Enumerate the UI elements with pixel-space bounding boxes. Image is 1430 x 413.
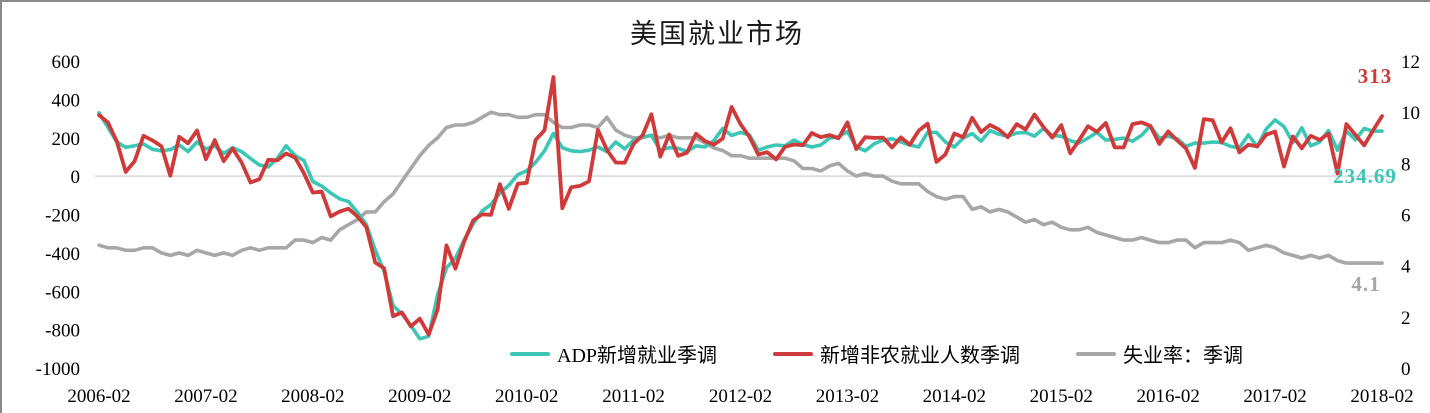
left-axis-tick-label: 200 xyxy=(52,129,81,150)
x-axis-tick-label: 2010-02 xyxy=(495,386,558,407)
x-axis-tick-label: 2006-02 xyxy=(67,386,130,407)
right-axis-tick-label: 4 xyxy=(1401,257,1411,278)
unemployment-line-swatch-icon xyxy=(1076,351,1117,356)
legend-label-nonfarm: 新增非农就业人数季调 xyxy=(820,345,1021,367)
x-axis-tick-label: 2009-02 xyxy=(388,386,451,407)
legend-label-unemployment: 失业率：季调 xyxy=(1123,345,1244,367)
x-axis-tick-label: 2016-02 xyxy=(1137,386,1200,407)
adp-line-swatch-icon xyxy=(510,351,550,356)
x-axis-tick-label: 2012-02 xyxy=(709,386,772,407)
right-axis-tick-label: 2 xyxy=(1401,308,1411,329)
left-axis-tick-label: -400 xyxy=(45,244,80,265)
left-axis-tick-label: 400 xyxy=(52,90,81,111)
left-axis-tick-label: -1000 xyxy=(36,359,80,380)
right-axis-tick-label: 0 xyxy=(1401,359,1411,380)
right-axis-tick-label: 8 xyxy=(1401,154,1411,175)
legend-item-unemployment: 失业率：季调 xyxy=(1076,339,1243,368)
legend-item-adp: ADP新增就业季调 xyxy=(510,339,717,368)
left-axis-tick-label: -800 xyxy=(45,321,80,342)
left-axis-tick-label: -200 xyxy=(45,206,80,227)
nonfarm-line-swatch-icon xyxy=(773,351,814,356)
x-axis-tick-label: 2008-02 xyxy=(281,386,344,407)
nonfarm-last-value-label: 313 xyxy=(1357,64,1393,88)
left-axis-tick-label: 0 xyxy=(71,167,81,188)
x-axis-tick-label: 2018-02 xyxy=(1350,386,1413,407)
x-axis-tick-label: 2011-02 xyxy=(602,386,665,407)
series-line-2 xyxy=(97,110,1384,265)
legend-label-adp: ADP新增就业季调 xyxy=(557,345,718,367)
adp-last-value-label: 234.69 xyxy=(1333,164,1397,188)
chart-legend: ADP新增就业季调 新增非农就业人数季调 失业率：季调 xyxy=(510,339,1243,368)
right-axis-tick-label: 10 xyxy=(1401,103,1420,124)
series-line-0 xyxy=(97,111,1384,341)
right-axis-tick-label: 6 xyxy=(1401,206,1411,227)
x-axis-tick-label: 2007-02 xyxy=(174,386,237,407)
legend-item-nonfarm: 新增非农就业人数季调 xyxy=(773,339,1020,368)
chart-title: 美国就业市场 xyxy=(630,19,804,49)
unemployment-last-value-label: 4.1 xyxy=(1351,272,1381,296)
left-axis-tick-label: 600 xyxy=(52,52,81,73)
left-axis-tick-label: -600 xyxy=(45,282,80,303)
right-axis-tick-label: 12 xyxy=(1401,52,1420,73)
x-axis-tick-label: 2015-02 xyxy=(1030,386,1093,407)
series-line-1 xyxy=(97,75,1384,337)
x-axis-tick-label: 2013-02 xyxy=(816,386,879,407)
x-axis-tick-label: 2014-02 xyxy=(923,386,986,407)
x-axis-tick-label: 2017-02 xyxy=(1243,386,1306,407)
